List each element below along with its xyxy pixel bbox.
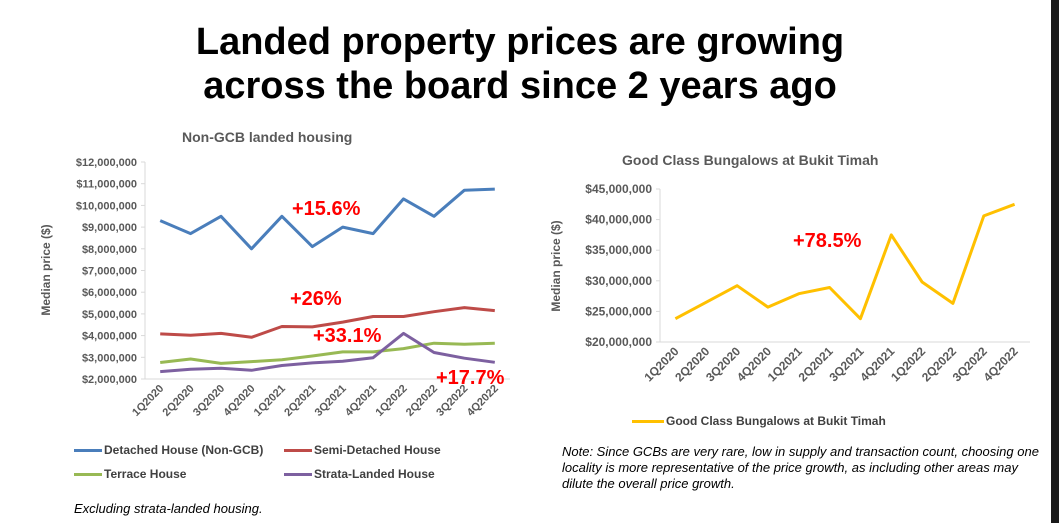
- left-y-tick-label: $10,000,000: [76, 200, 137, 212]
- right-y-axis-title: Median price ($): [549, 220, 563, 311]
- right-y-tick-label: $25,000,000: [585, 304, 652, 318]
- legend-swatch-terrace: [74, 472, 102, 476]
- legend-item-gcb: Good Class Bungalows at Bukit Timah: [632, 414, 886, 428]
- left-x-tick-label: 1Q2021: [252, 383, 288, 419]
- legend-item-terrace: Terrace House: [74, 467, 186, 481]
- left-x-tick-label: 2Q2021: [282, 383, 318, 419]
- title-line-1: Landed property prices are growing: [195, 21, 845, 63]
- left-chart-title: Non-GCB landed housing: [182, 129, 353, 145]
- left-growth-annotation: +26%: [290, 288, 342, 310]
- left-y-tick-label: $12,000,000: [76, 157, 137, 169]
- legend-item-strata: Strata-Landed House: [284, 467, 435, 481]
- left-x-tick-label: 2Q2022: [404, 383, 440, 419]
- left-series-line-2: [160, 306, 495, 339]
- left-y-tick-label: $8,000,000: [82, 244, 137, 256]
- right-chart: $20,000,000 $25,000,000 $30,000,000 $35,000…: [549, 182, 1030, 384]
- left-y-tick-label: $6,000,000: [82, 287, 137, 299]
- left-growth-annotation: +33.1%: [313, 325, 382, 347]
- right-y-tick-label: $30,000,000: [585, 274, 652, 288]
- right-y-tick-label: $35,000,000: [585, 243, 652, 257]
- left-chart: $2,000,000 $3,000,000 $4,000,000 $5,000,000…: [39, 157, 510, 419]
- left-series-line-1: [159, 187, 495, 251]
- legend-label-semi: Semi-Detached House: [314, 443, 441, 457]
- left-y-tick-label: $7,000,000: [82, 266, 137, 278]
- left-y-tick-label: $9,000,000: [82, 222, 137, 234]
- left-x-tick-label: 1Q2022: [373, 383, 409, 419]
- right-y-tick-label: $20,000,000: [585, 335, 652, 349]
- legend-label-gcb: Good Class Bungalows at Bukit Timah: [666, 414, 886, 428]
- legend-item-semi: Semi-Detached House: [284, 443, 441, 457]
- left-x-tick-label: 1Q2020: [130, 383, 166, 419]
- page-title: Landed property prices are growing acros…: [0, 20, 1040, 108]
- right-y-tick-label: $45,000,000: [585, 182, 652, 196]
- left-x-tick-label: 3Q2020: [191, 383, 227, 419]
- legend-label-terrace: Terrace House: [104, 467, 187, 481]
- right-series-line-1: [674, 202, 1016, 321]
- frame-border: [1051, 0, 1055, 523]
- legend-swatch-gcb: [632, 419, 664, 423]
- left-y-tick-label: $5,000,000: [82, 309, 137, 321]
- left-series-line-4: [160, 331, 496, 374]
- left-y-axis-title: Median price ($): [39, 224, 53, 315]
- right-growth-annotation: +78.5%: [793, 230, 862, 252]
- legend-swatch-detached: [74, 448, 102, 452]
- left-x-tick-label: 3Q2021: [313, 383, 349, 419]
- left-y-tick-label: $4,000,000: [82, 331, 137, 343]
- left-x-tick-label: 4Q2021: [343, 383, 379, 419]
- right-y-tick-label: $40,000,000: [585, 213, 652, 227]
- left-growth-annotation: +17.7%: [436, 367, 505, 389]
- legend-label-detached: Detached House (Non-GCB): [104, 443, 264, 457]
- legend-swatch-semi: [284, 448, 312, 452]
- right-footnote: Note: Since GCBs are very rare, low in s…: [562, 444, 1039, 491]
- left-y-tick-label: $11,000,000: [76, 179, 137, 191]
- right-chart-title: Good Class Bungalows at Bukit Timah: [622, 152, 879, 168]
- left-growth-annotation: +15.6%: [292, 198, 361, 220]
- left-series-line-3: [160, 341, 495, 365]
- legend-label-strata: Strata-Landed House: [314, 467, 435, 481]
- legend-item-detached: Detached House (Non-GCB): [74, 443, 263, 457]
- left-y-tick-label: $2,000,000: [82, 374, 137, 386]
- left-footnote: Excluding strata-landed housing.: [74, 501, 263, 516]
- legend-swatch-strata: [284, 472, 312, 476]
- left-x-tick-label: 2Q2020: [161, 383, 197, 419]
- left-y-tick-label: $3,000,000: [82, 352, 137, 364]
- title-line-2: across the board since 2 years ago: [203, 65, 837, 107]
- right-x-tick-label: 4Q2022: [981, 344, 1021, 384]
- left-x-tick-label: 4Q2020: [221, 383, 257, 419]
